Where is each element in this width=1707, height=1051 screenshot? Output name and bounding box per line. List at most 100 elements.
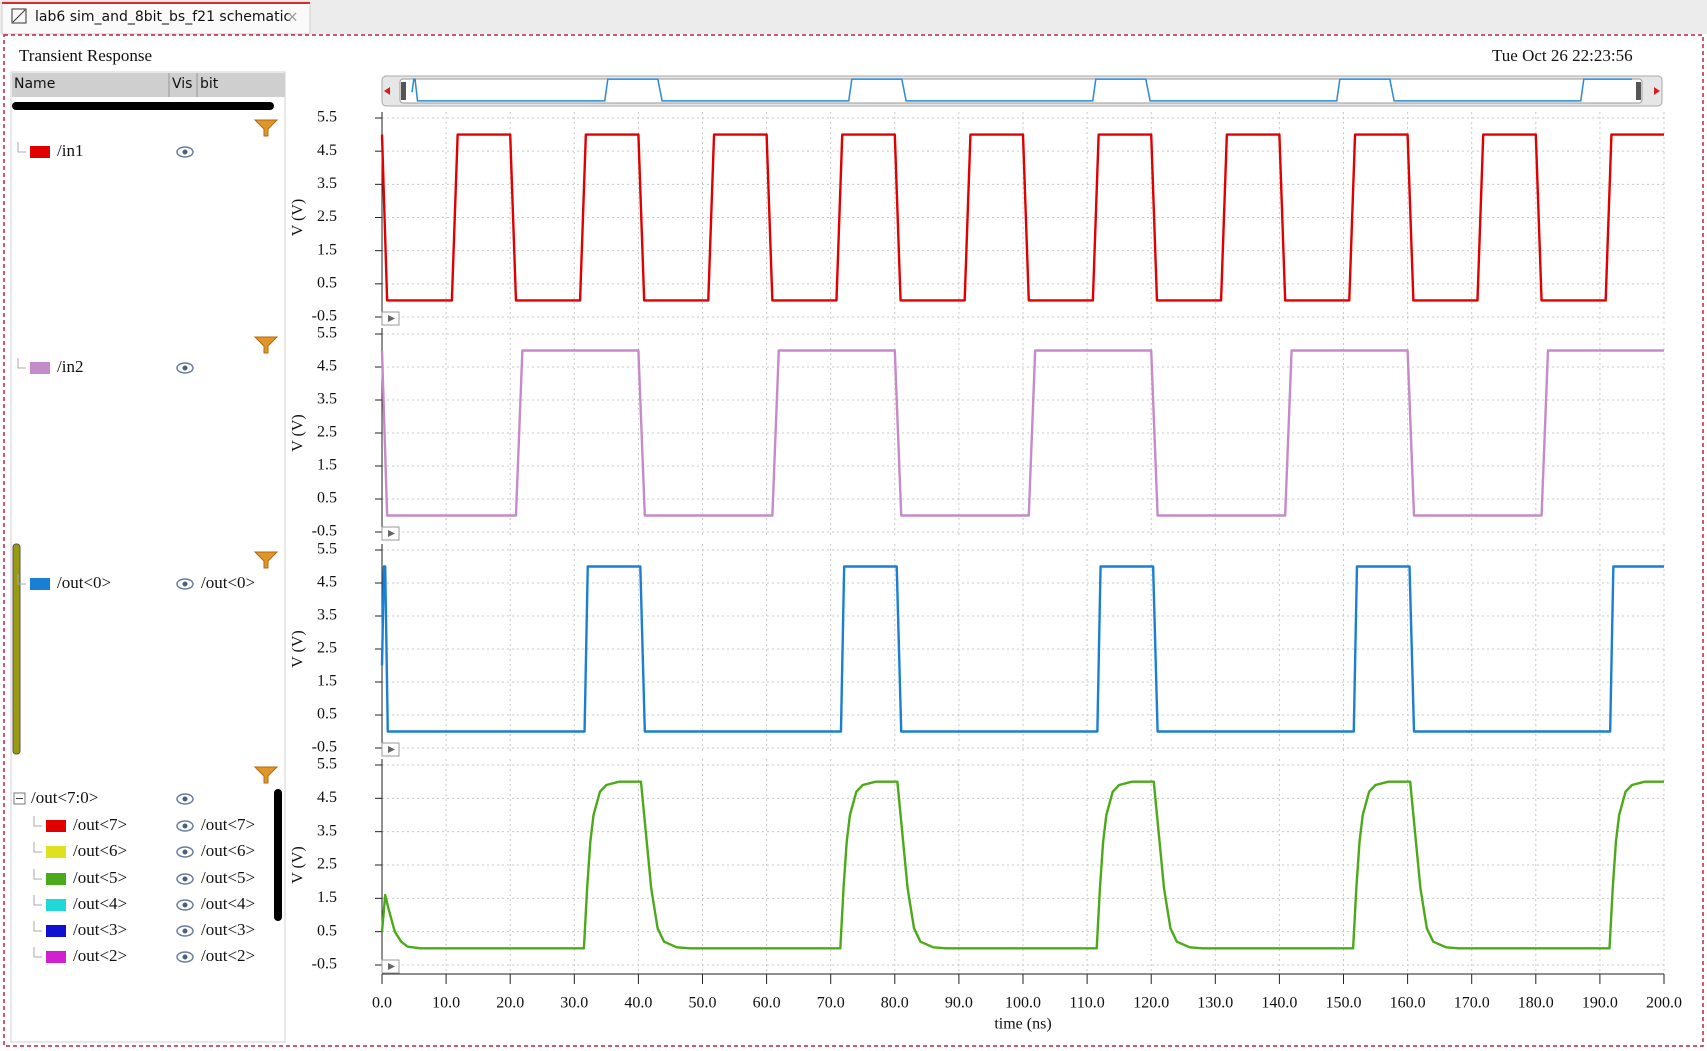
x-tick-label: 160.0 bbox=[1390, 995, 1426, 1012]
y-tick-label: 3.5 bbox=[317, 607, 337, 624]
overview-left-arrow[interactable] bbox=[384, 87, 390, 95]
color-swatch bbox=[46, 873, 66, 885]
x-tick-label: 130.0 bbox=[1197, 995, 1233, 1012]
visibility-pupil bbox=[182, 823, 188, 829]
play-icon bbox=[388, 746, 395, 753]
trace bbox=[380, 565, 1664, 733]
y-tick-label: 2.5 bbox=[317, 856, 337, 873]
x-tick-label: 50.0 bbox=[689, 995, 717, 1012]
tab[interactable] bbox=[1, 1, 311, 35]
x-tick-label: 200.0 bbox=[1646, 995, 1682, 1012]
tab-title: lab6 sim_and_8bit_bs_f21 schematic bbox=[35, 9, 291, 25]
x-tick-label: 110.0 bbox=[1069, 995, 1104, 1012]
x-tick-label: 80.0 bbox=[881, 995, 909, 1012]
x-tick-label: 40.0 bbox=[624, 995, 652, 1012]
y-axis-label: V (V) bbox=[290, 414, 307, 451]
filter-icon[interactable] bbox=[253, 766, 279, 784]
x-tick-label: 170.0 bbox=[1454, 995, 1490, 1012]
x-tick-label: 140.0 bbox=[1261, 995, 1297, 1012]
color-swatch bbox=[30, 578, 50, 590]
signal-name[interactable]: /out<3> bbox=[73, 920, 127, 939]
tree-line bbox=[33, 842, 42, 853]
y-tick-label: 5.5 bbox=[317, 756, 337, 773]
scrollbar[interactable] bbox=[274, 789, 282, 921]
y-tick-label: 0.5 bbox=[317, 490, 337, 507]
y-tick-label: 2.5 bbox=[317, 208, 337, 225]
x-tick-label: 20.0 bbox=[496, 995, 524, 1012]
color-swatch bbox=[46, 899, 66, 911]
column-header[interactable]: Name bbox=[14, 76, 55, 92]
signal-name[interactable]: /out<4> bbox=[73, 894, 127, 913]
color-swatch bbox=[30, 362, 50, 374]
visibility-pupil bbox=[182, 902, 188, 908]
y-axis-label: V (V) bbox=[290, 846, 307, 883]
signal-name[interactable]: /out<2> bbox=[73, 946, 127, 965]
overview-trace bbox=[411, 78, 1632, 102]
y-tick-label: 3.5 bbox=[317, 175, 337, 192]
overview-handle[interactable] bbox=[1636, 82, 1641, 100]
y-tick-label: -0.5 bbox=[312, 523, 337, 540]
visibility-pupil bbox=[182, 876, 188, 882]
y-tick-label: -0.5 bbox=[312, 739, 337, 756]
color-swatch bbox=[46, 925, 66, 937]
filter-icon[interactable] bbox=[253, 551, 279, 569]
x-tick-label: 0.0 bbox=[372, 995, 392, 1012]
tab-close[interactable]: × bbox=[286, 8, 299, 26]
y-tick-label: 4.5 bbox=[317, 142, 337, 159]
bit-label: /out<0> bbox=[201, 573, 255, 592]
x-tick-label: 100.0 bbox=[1005, 995, 1041, 1012]
bit-label: /out<4> bbox=[201, 894, 255, 913]
visibility-pupil bbox=[182, 581, 188, 587]
x-tick-label: 180.0 bbox=[1518, 995, 1554, 1012]
overview-right-arrow[interactable] bbox=[1654, 87, 1660, 95]
signal-name[interactable]: /out<7> bbox=[73, 815, 127, 834]
panel-divider bbox=[12, 102, 274, 110]
selection-bar bbox=[12, 543, 21, 755]
y-tick-label: 0.5 bbox=[317, 275, 337, 292]
tree-line bbox=[33, 869, 42, 880]
visibility-pupil bbox=[182, 928, 188, 934]
group-name[interactable]: /out<7:0> bbox=[31, 788, 98, 807]
y-tick-label: -0.5 bbox=[312, 308, 337, 325]
play-icon bbox=[388, 315, 395, 322]
x-tick-label: 90.0 bbox=[945, 995, 973, 1012]
column-header[interactable]: Vis bbox=[172, 76, 192, 92]
overview-window[interactable] bbox=[399, 78, 1643, 104]
color-swatch bbox=[46, 951, 66, 963]
column-header[interactable]: bit bbox=[200, 76, 219, 92]
signal-name[interactable]: /in2 bbox=[57, 357, 83, 376]
color-swatch bbox=[46, 820, 66, 832]
play-icon bbox=[388, 530, 395, 537]
signal-name[interactable]: /out<5> bbox=[73, 868, 127, 887]
window-title: Transient Response bbox=[19, 46, 152, 65]
bit-label: /out<5> bbox=[201, 868, 255, 887]
tree-line bbox=[33, 921, 42, 932]
signal-name[interactable]: /out<6> bbox=[73, 841, 127, 860]
bit-label: /out<6> bbox=[201, 841, 255, 860]
y-tick-label: 1.5 bbox=[317, 241, 337, 258]
tree-line bbox=[33, 895, 42, 906]
overview-handle[interactable] bbox=[401, 82, 406, 100]
signal-name[interactable]: /out<0> bbox=[57, 573, 111, 592]
y-tick-label: 1.5 bbox=[317, 889, 337, 906]
bit-label: /out<7> bbox=[201, 815, 255, 834]
tree-line bbox=[17, 142, 26, 153]
visibility-pupil bbox=[182, 796, 188, 802]
x-tick-label: 120.0 bbox=[1133, 995, 1169, 1012]
tree-line bbox=[33, 947, 42, 958]
tab-icon bbox=[11, 8, 27, 24]
y-axis-label: V (V) bbox=[290, 630, 307, 667]
visibility-pupil bbox=[182, 149, 188, 155]
color-swatch bbox=[46, 846, 66, 858]
y-tick-label: 1.5 bbox=[317, 457, 337, 474]
y-tick-label: 5.5 bbox=[317, 109, 337, 126]
y-tick-label: 1.5 bbox=[317, 673, 337, 690]
filter-icon[interactable] bbox=[253, 336, 279, 354]
y-tick-label: 5.5 bbox=[317, 325, 337, 342]
trace bbox=[380, 780, 1664, 950]
filter-icon[interactable] bbox=[253, 119, 279, 137]
tree-line bbox=[33, 816, 42, 827]
signal-name[interactable]: /in1 bbox=[57, 141, 83, 160]
